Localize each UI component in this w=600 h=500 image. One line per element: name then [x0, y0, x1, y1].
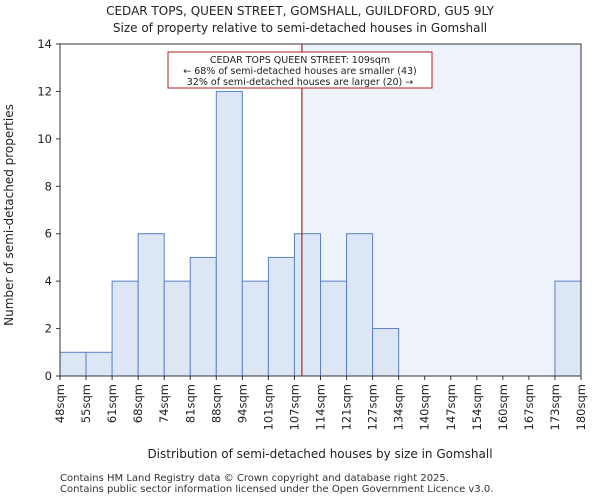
bar-48sqm	[59, 351, 87, 377]
x-tick-label: 134sqm	[392, 384, 406, 430]
bar-101sqm	[267, 256, 295, 377]
x-tick-label: 114sqm	[314, 384, 328, 430]
bar-81sqm	[189, 256, 217, 377]
chart-subtitle: Size of property relative to semi-detach…	[113, 21, 487, 35]
plot-area: 0 2 4 6 8 10 12 14 48sqm 55sqm 61sqm 68sqm 74sqm 81sq…	[37, 37, 588, 430]
bar-74sqm	[163, 280, 191, 377]
x-tick-label: 61sqm	[105, 384, 119, 423]
x-tick-label: 127sqm	[366, 384, 380, 430]
x-tick-label: 140sqm	[418, 384, 432, 430]
x-tick-label: 180sqm	[574, 384, 588, 430]
y-tick-label: 0	[45, 369, 52, 383]
x-tick-label: 173sqm	[548, 384, 562, 430]
x-tick-label: 81sqm	[183, 384, 197, 423]
x-tick-label: 167sqm	[522, 384, 536, 430]
x-tick-label: 94sqm	[235, 384, 249, 423]
x-tick-label: 74sqm	[157, 384, 171, 423]
bar-127sqm	[372, 328, 400, 377]
bar-107sqm	[293, 233, 322, 377]
y-tick-label: 10	[37, 132, 52, 146]
x-tick-label: 147sqm	[444, 384, 458, 430]
x-tick-label: 107sqm	[287, 384, 301, 430]
x-tick-label: 55sqm	[79, 384, 93, 423]
x-tick-label: 68sqm	[131, 384, 145, 423]
bar-55sqm	[85, 351, 113, 377]
bar-121sqm	[346, 233, 374, 377]
bar-114sqm	[320, 280, 348, 377]
y-tick-label: 8	[45, 179, 52, 193]
y-tick-label: 14	[37, 37, 52, 51]
bar-68sqm	[137, 233, 165, 377]
bar-88sqm	[215, 90, 243, 377]
footer-copyright: Contains HM Land Registry data © Crown c…	[60, 473, 449, 484]
annotation-line-2: ← 68% of semi-detached houses are smalle…	[183, 66, 417, 77]
y-axis-label: Number of semi-detached properties	[2, 104, 16, 326]
bar-61sqm	[111, 280, 139, 377]
x-tick-label: 48sqm	[53, 384, 67, 423]
y-tick-label: 12	[37, 84, 52, 98]
x-tick-label: 101sqm	[261, 384, 275, 430]
annotation-line-1: CEDAR TOPS QUEEN STREET: 109sqm	[210, 55, 390, 66]
x-tick-label: 154sqm	[470, 384, 484, 430]
annotation-line-3: 32% of semi-detached houses are larger (…	[187, 77, 414, 88]
y-tick-label: 2	[45, 322, 52, 336]
chart-title: CEDAR TOPS, QUEEN STREET, GOMSHALL, GUIL…	[106, 4, 495, 18]
y-tick-label: 4	[45, 274, 52, 288]
x-tick-label: 160sqm	[496, 384, 510, 430]
y-tick-label: 6	[45, 227, 52, 241]
x-tick-label: 88sqm	[209, 384, 223, 423]
x-axis-label: Distribution of semi-detached houses by …	[147, 447, 492, 461]
bar-94sqm	[241, 280, 269, 377]
x-tick-label: 121sqm	[340, 384, 354, 430]
footer-licence: Contains public sector information licen…	[60, 484, 494, 495]
bar-173sqm	[554, 280, 582, 377]
annotation-box	[167, 51, 433, 89]
